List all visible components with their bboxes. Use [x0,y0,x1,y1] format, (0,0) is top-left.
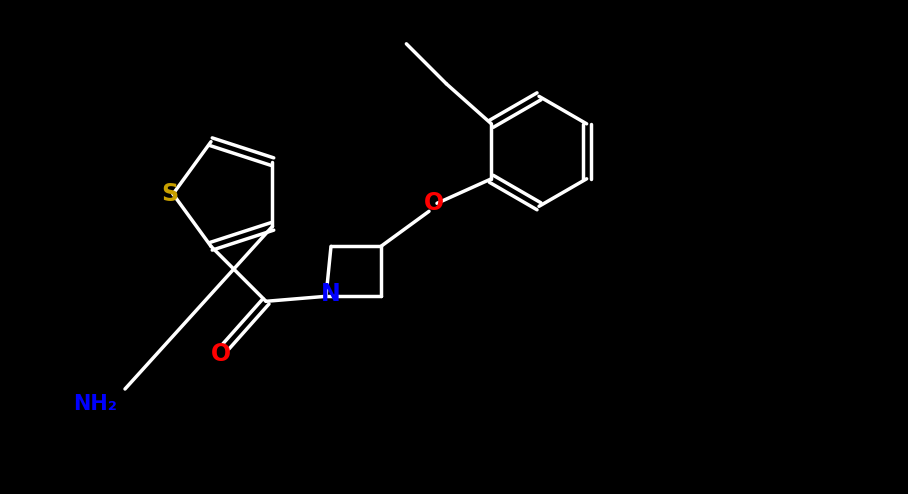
Text: NH₂: NH₂ [73,394,117,414]
Text: S: S [162,182,179,206]
Text: N: N [321,282,340,306]
Text: O: O [424,191,444,215]
Text: O: O [211,342,231,367]
